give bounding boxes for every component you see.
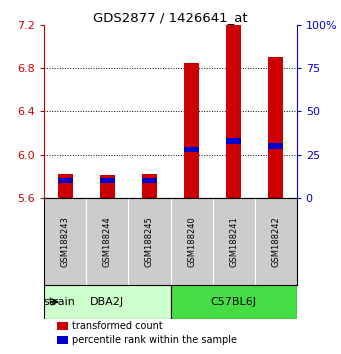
Bar (57, 336, 68, 344)
Bar (142, 178, 157, 183)
Text: percentile rank within the sample: percentile rank within the sample (72, 335, 237, 345)
Text: GSM188245: GSM188245 (145, 216, 154, 267)
Text: strain: strain (44, 297, 75, 307)
Text: transformed count: transformed count (72, 321, 163, 331)
Bar (100, 178, 115, 183)
Bar (100, 175, 115, 198)
Bar (184, 63, 199, 198)
Bar (170, 285, 297, 319)
Bar (226, 138, 241, 143)
Bar (142, 174, 157, 198)
Text: GSM188244: GSM188244 (103, 216, 112, 267)
Bar (226, 25, 241, 198)
Bar (57, 322, 68, 330)
Text: GSM188242: GSM188242 (271, 216, 280, 267)
Text: GSM188240: GSM188240 (187, 216, 196, 267)
Text: DBA2J: DBA2J (90, 297, 124, 307)
Text: C57BL6J: C57BL6J (211, 297, 256, 307)
Text: GSM188243: GSM188243 (61, 216, 70, 267)
Bar (58, 178, 73, 183)
Bar (58, 174, 73, 198)
Bar (44, 285, 170, 319)
Text: GSM188241: GSM188241 (229, 216, 238, 267)
Title: GDS2877 / 1426641_at: GDS2877 / 1426641_at (93, 11, 248, 24)
Bar (268, 143, 283, 149)
Bar (184, 147, 199, 152)
Bar (268, 57, 283, 198)
